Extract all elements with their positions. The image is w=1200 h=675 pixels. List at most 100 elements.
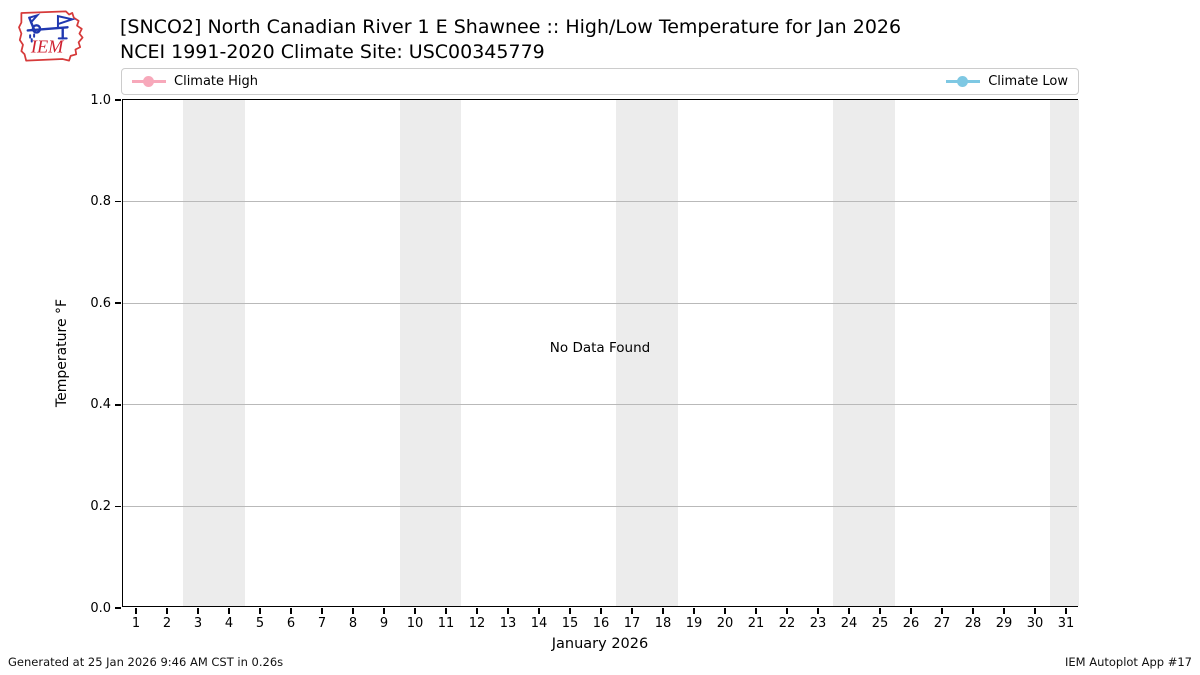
x-tick-label: 6 bbox=[286, 616, 296, 631]
x-tick-mark bbox=[1034, 608, 1036, 614]
chart-title: [SNCO2] North Canadian River 1 E Shawnee… bbox=[120, 16, 902, 38]
x-tick-mark bbox=[848, 608, 850, 614]
x-tick-label: 8 bbox=[348, 616, 358, 631]
y-tick-mark bbox=[115, 404, 121, 406]
x-tick-mark bbox=[786, 608, 788, 614]
generated-timestamp: Generated at 25 Jan 2026 9:46 AM CST in … bbox=[8, 655, 284, 669]
no-data-message: No Data Found bbox=[549, 340, 651, 356]
x-tick-mark bbox=[538, 608, 540, 614]
x-tick-mark bbox=[383, 608, 385, 614]
x-tick-label: 18 bbox=[654, 616, 672, 631]
x-tick-mark bbox=[755, 608, 757, 614]
weekend-band bbox=[616, 100, 679, 606]
legend-marker-icon bbox=[946, 76, 981, 87]
x-tick-label: 24 bbox=[840, 616, 858, 631]
x-tick-mark bbox=[1003, 608, 1005, 614]
x-tick-label: 12 bbox=[468, 616, 486, 631]
y-axis-label: Temperature °F bbox=[54, 298, 70, 408]
x-tick-mark bbox=[569, 608, 571, 614]
x-tick-label: 19 bbox=[685, 616, 703, 631]
x-tick-mark bbox=[507, 608, 509, 614]
x-tick-label: 20 bbox=[716, 616, 734, 631]
x-tick-mark bbox=[693, 608, 695, 614]
x-tick-mark bbox=[1065, 608, 1067, 614]
x-tick-label: 28 bbox=[964, 616, 982, 631]
y-tick-label: 0.4 bbox=[90, 397, 111, 413]
weekend-band bbox=[182, 100, 245, 606]
x-tick-mark bbox=[662, 608, 664, 614]
weekend-band bbox=[399, 100, 462, 606]
x-tick-label: 7 bbox=[317, 616, 327, 631]
legend-marker-icon bbox=[132, 76, 166, 87]
x-tick-label: 23 bbox=[809, 616, 827, 631]
x-tick-mark bbox=[135, 608, 137, 614]
x-tick-label: 4 bbox=[224, 616, 234, 631]
x-tick-label: 10 bbox=[406, 616, 424, 631]
x-tick-mark bbox=[910, 608, 912, 614]
y-tick-label: 0.8 bbox=[90, 194, 111, 210]
x-tick-mark bbox=[476, 608, 478, 614]
x-tick-mark bbox=[972, 608, 974, 614]
y-tick-mark bbox=[115, 607, 121, 609]
x-tick-mark bbox=[166, 608, 168, 614]
y-tick-label: 0.6 bbox=[90, 295, 111, 311]
iem-logo-text: IEM bbox=[30, 37, 65, 57]
x-tick-label: 5 bbox=[255, 616, 265, 631]
x-tick-mark bbox=[941, 608, 943, 614]
x-tick-mark bbox=[817, 608, 819, 614]
x-tick-label: 17 bbox=[623, 616, 641, 631]
legend-entry-1: Climate Low bbox=[946, 74, 1068, 89]
x-tick-mark bbox=[352, 608, 354, 614]
y-tick-mark bbox=[115, 200, 121, 203]
x-tick-label: 22 bbox=[778, 616, 796, 631]
app-credit: IEM Autoplot App #17 bbox=[1064, 655, 1192, 669]
x-tick-mark bbox=[445, 608, 447, 614]
x-tick-mark bbox=[228, 608, 230, 614]
x-tick-label: 3 bbox=[193, 616, 203, 631]
gridline bbox=[123, 201, 1077, 203]
x-tick-label: 9 bbox=[379, 616, 389, 631]
weekend-band bbox=[833, 100, 896, 606]
x-tick-mark bbox=[631, 608, 633, 614]
x-tick-mark bbox=[879, 608, 881, 614]
x-tick-mark bbox=[724, 608, 726, 614]
x-tick-mark bbox=[414, 608, 416, 614]
y-tick-label: 0.0 bbox=[90, 600, 111, 616]
chart-titles: [SNCO2] North Canadian River 1 E Shawnee… bbox=[120, 15, 901, 65]
x-tick-label: 30 bbox=[1026, 616, 1044, 631]
plot-area: No Data Found 0.0 0.2 0.4 0.6 0.8 1.0 1 2 3 4 5 6 7 8… bbox=[90, 94, 1079, 631]
y-tick-mark bbox=[115, 302, 121, 304]
legend-label: Climate High bbox=[174, 74, 259, 89]
x-tick-label: 1 bbox=[131, 616, 141, 631]
x-tick-label: 27 bbox=[933, 616, 951, 631]
x-tick-label: 15 bbox=[561, 616, 579, 631]
x-tick-label: 31 bbox=[1057, 616, 1075, 631]
x-tick-mark bbox=[259, 608, 261, 614]
legend-label: Climate Low bbox=[988, 74, 1068, 89]
y-tick-mark bbox=[115, 99, 121, 101]
x-tick-label: 26 bbox=[902, 616, 920, 631]
x-tick-label: 14 bbox=[530, 616, 548, 631]
iem-logo-icon: IEM bbox=[18, 10, 84, 62]
weekend-band bbox=[1050, 100, 1079, 606]
x-tick-label: 21 bbox=[747, 616, 765, 631]
y-tick-label: 0.2 bbox=[90, 498, 111, 514]
chart-subtitle: NCEI 1991-2020 Climate Site: USC00345779 bbox=[120, 41, 545, 63]
legend: Climate High Climate Low bbox=[121, 68, 1079, 95]
x-tick-label: 11 bbox=[437, 616, 455, 631]
y-tick-label: 1.0 bbox=[90, 92, 111, 108]
x-tick-label: 29 bbox=[995, 616, 1013, 631]
x-tick-label: 16 bbox=[592, 616, 610, 631]
x-tick-label: 2 bbox=[162, 616, 172, 631]
y-tick-mark bbox=[115, 505, 121, 508]
x-tick-label: 13 bbox=[499, 616, 517, 631]
x-tick-mark bbox=[600, 608, 602, 614]
x-tick-label: 25 bbox=[871, 616, 889, 631]
x-tick-mark bbox=[321, 608, 323, 614]
x-axis-label: January 2026 bbox=[551, 636, 649, 652]
legend-entry-0: Climate High bbox=[132, 74, 258, 89]
gridline bbox=[123, 302, 1077, 304]
gridline bbox=[123, 505, 1077, 507]
x-tick-mark bbox=[197, 608, 199, 614]
